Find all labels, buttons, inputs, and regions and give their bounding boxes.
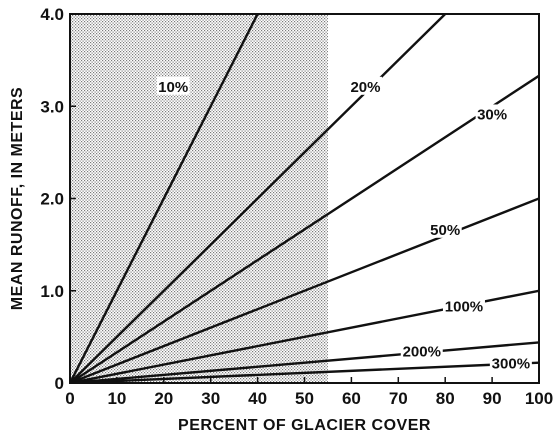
series-label-bg-50-percent [428, 219, 462, 238]
glacier-cover-shaded-region [70, 14, 328, 383]
series-label-20-percent: 20% [350, 79, 380, 96]
series-label-100-percent: 100% [445, 298, 483, 315]
series-line-20-percent [70, 14, 447, 383]
x-tick-label: 50 [295, 389, 314, 408]
series-label-30-percent: 30% [477, 106, 507, 123]
x-tick-label: 60 [342, 389, 361, 408]
series-label-bg-20-percent [348, 76, 382, 95]
series-label-200-percent: 200% [403, 344, 441, 361]
series-label-10-percent: 10% [158, 79, 188, 96]
x-tick-label: 0 [65, 389, 74, 408]
series-label-bg-300-percent [489, 353, 532, 372]
series-line-200-percent [70, 341, 539, 383]
y-tick-label: 2.0 [40, 190, 64, 209]
x-tick-label: 70 [389, 389, 408, 408]
series-label-300-percent: 300% [492, 356, 530, 373]
series-labels: 10% 20% 30% 50% 100% 200% 300% [156, 76, 532, 373]
series-line-300-percent [70, 361, 539, 383]
series-label-bg-30-percent [475, 104, 509, 123]
x-tick-label: 40 [248, 389, 267, 408]
y-tick-label: 0 [55, 374, 64, 393]
y-axis-ticks: 0 1.0 2.0 3.0 4.0 [40, 5, 76, 393]
y-tick-label: 3.0 [40, 97, 64, 116]
series-line-10-percent [70, 14, 259, 383]
x-tick-label: 80 [436, 389, 455, 408]
y-tick-label: 1.0 [40, 282, 64, 301]
y-tick-label: 4.0 [40, 5, 64, 24]
series-label-50-percent: 50% [430, 222, 460, 239]
series-lines [70, 14, 539, 383]
series-label-bg-10-percent [156, 76, 190, 95]
x-axis-ticks: 0 10 20 30 40 50 60 70 80 90 100 [65, 377, 553, 408]
x-tick-label: 20 [154, 389, 173, 408]
x-axis-title: PERCENT OF GLACIER COVER [178, 417, 431, 434]
x-tick-label: 100 [525, 389, 553, 408]
x-tick-label: 30 [201, 389, 220, 408]
x-tick-label: 90 [483, 389, 502, 408]
series-line-30-percent [70, 74, 539, 383]
series-label-bg-100-percent [442, 296, 485, 315]
x-tick-label: 10 [107, 389, 126, 408]
series-label-bg-200-percent [400, 341, 443, 360]
y-axis-title: MEAN RUNOFF, IN METERS [9, 87, 26, 310]
